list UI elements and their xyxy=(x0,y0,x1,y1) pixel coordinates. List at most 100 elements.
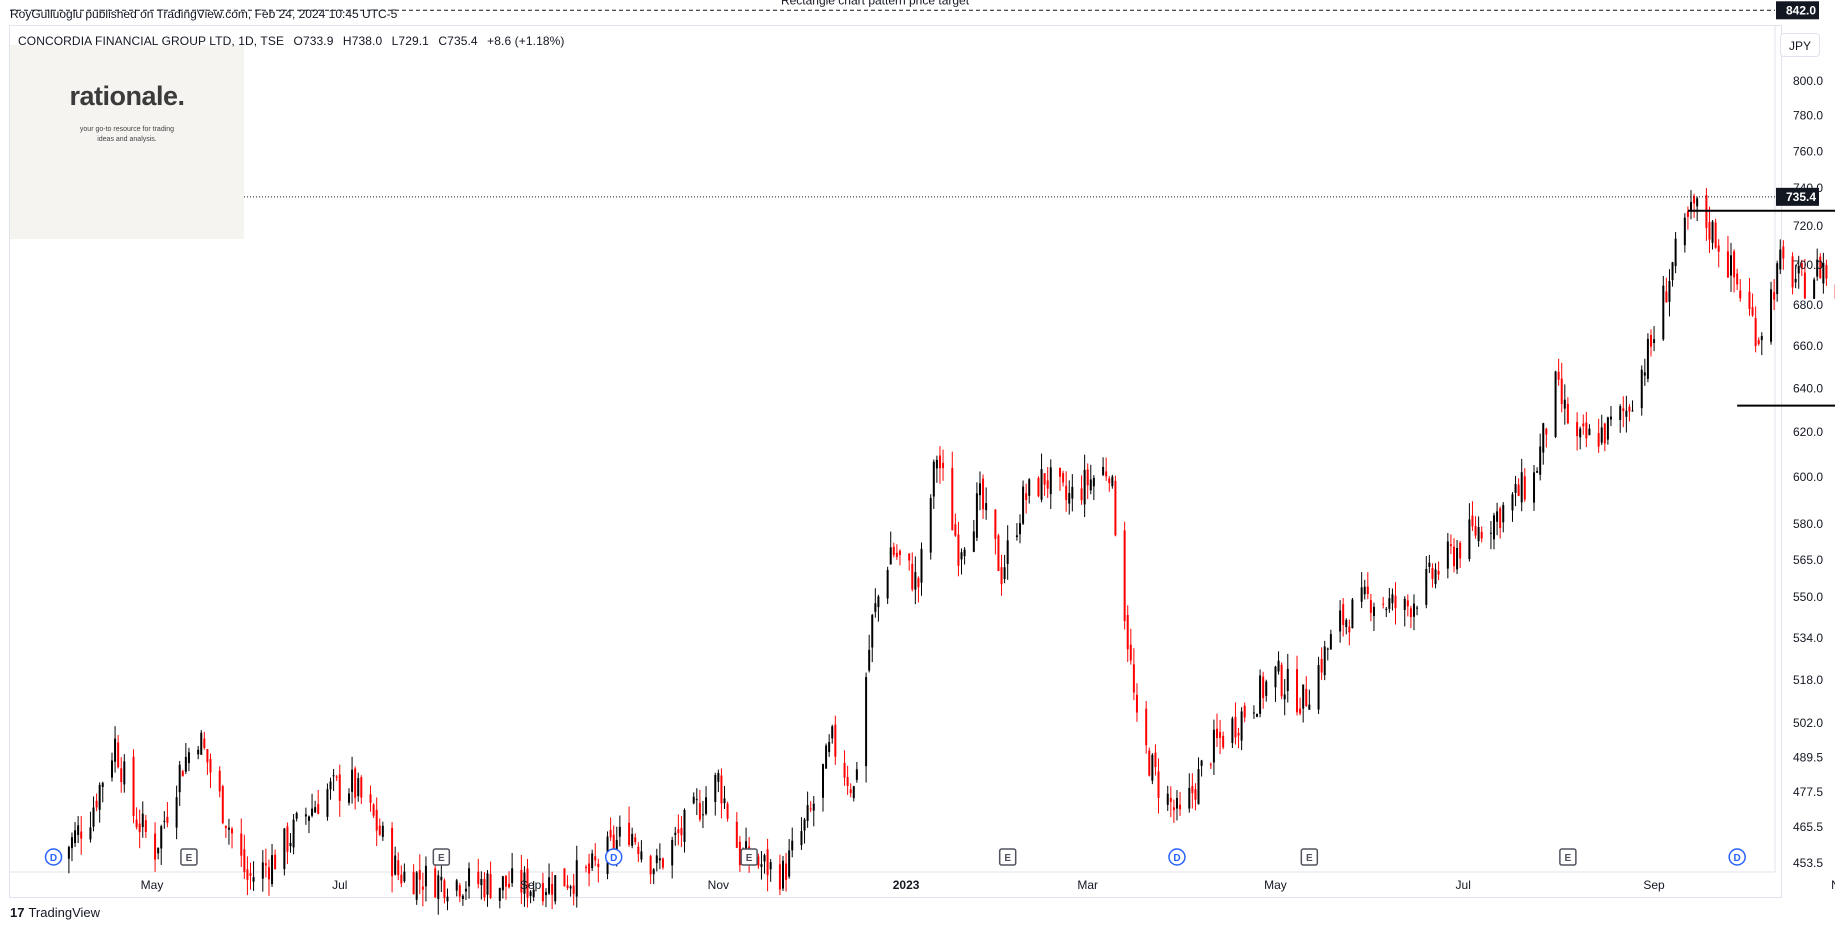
candle-body xyxy=(209,759,212,773)
candle xyxy=(911,552,914,592)
candle-body xyxy=(1674,238,1677,267)
candle-body xyxy=(1576,422,1579,437)
dividend-icon xyxy=(44,848,63,866)
candle xyxy=(231,826,234,849)
candle xyxy=(375,797,378,847)
candle-body xyxy=(1145,708,1148,746)
candle-body xyxy=(1194,789,1197,800)
candle-body xyxy=(1080,488,1083,501)
candle-body xyxy=(1172,807,1175,811)
candle-body xyxy=(89,827,92,840)
event-marker-D: D xyxy=(604,848,623,866)
candle-body xyxy=(1320,658,1323,673)
candle-body xyxy=(871,614,874,648)
candle-body xyxy=(1129,644,1132,661)
change-value: +8.6 (+1.18%) xyxy=(487,34,565,48)
candle xyxy=(1086,463,1089,500)
candle-body xyxy=(849,789,852,794)
earnings-icon-label: E xyxy=(1306,853,1313,864)
candle xyxy=(985,487,988,520)
candle xyxy=(326,783,329,821)
candle xyxy=(781,855,784,892)
candle-body xyxy=(332,775,335,777)
candle-body xyxy=(178,764,181,793)
candle-body xyxy=(661,858,664,868)
candle xyxy=(834,715,837,765)
candle xyxy=(1819,253,1822,279)
candle xyxy=(1102,457,1105,477)
candle xyxy=(412,864,415,895)
candle-body xyxy=(1123,530,1126,622)
candle-body xyxy=(1502,504,1505,523)
candle xyxy=(1468,503,1471,562)
candle-body xyxy=(634,837,637,843)
candle xyxy=(637,842,640,863)
candle-body xyxy=(544,892,547,896)
candle xyxy=(1597,418,1600,453)
candle xyxy=(920,542,923,596)
candle xyxy=(1065,471,1068,512)
candle-body xyxy=(788,850,791,877)
candle-body xyxy=(1597,433,1600,447)
candle xyxy=(1372,602,1375,632)
candle xyxy=(1320,647,1323,680)
candle xyxy=(825,743,828,769)
candle xyxy=(187,747,190,772)
candle-body xyxy=(1283,694,1286,700)
candle-body xyxy=(1520,472,1523,503)
candle xyxy=(1603,422,1606,452)
candle-body xyxy=(138,823,141,833)
candle xyxy=(1080,475,1083,505)
candle-body xyxy=(963,549,966,557)
candle xyxy=(520,854,523,905)
candle-body xyxy=(1025,493,1028,500)
candle xyxy=(468,862,471,899)
candle xyxy=(554,874,557,905)
candle xyxy=(1391,588,1394,611)
candle-body xyxy=(412,871,415,895)
candle-body xyxy=(440,876,443,881)
candle-body xyxy=(1286,668,1289,692)
candle xyxy=(92,796,95,832)
candle xyxy=(609,817,612,841)
candle-body xyxy=(1428,562,1431,567)
candle xyxy=(942,449,945,481)
currency-button[interactable]: JPY xyxy=(1780,33,1820,57)
candle-body xyxy=(705,797,708,814)
candle xyxy=(1240,707,1243,751)
candle-body xyxy=(197,749,200,755)
candle-body xyxy=(683,809,686,843)
candle xyxy=(1640,365,1643,416)
time-tick-label: Nov xyxy=(708,878,729,892)
candle-body xyxy=(1065,485,1068,500)
candle xyxy=(203,731,206,750)
candle-body xyxy=(1493,515,1496,540)
event-marker-D: D xyxy=(44,848,63,866)
candle-body xyxy=(1219,731,1222,738)
candle-body xyxy=(267,867,270,880)
candle-body xyxy=(154,833,157,860)
candle-body xyxy=(738,841,741,866)
candle-body xyxy=(1018,523,1021,535)
candle xyxy=(1345,618,1348,635)
candle xyxy=(1412,594,1415,631)
candle-body xyxy=(800,831,803,846)
candle xyxy=(584,864,587,873)
candle-body xyxy=(166,816,169,823)
candle xyxy=(329,777,332,800)
candle-body xyxy=(1711,221,1714,243)
candle xyxy=(1083,454,1086,518)
candle xyxy=(661,857,664,870)
candle xyxy=(1428,554,1431,574)
candle xyxy=(809,801,812,813)
target-price-badge xyxy=(1776,1,1819,20)
candle xyxy=(1132,648,1135,701)
candle-body xyxy=(351,769,354,792)
candle xyxy=(803,817,806,844)
candle-body xyxy=(307,816,310,821)
candle xyxy=(397,852,400,881)
candle-body xyxy=(1175,797,1178,809)
candle xyxy=(898,549,901,566)
event-marker-E: E xyxy=(180,848,198,866)
